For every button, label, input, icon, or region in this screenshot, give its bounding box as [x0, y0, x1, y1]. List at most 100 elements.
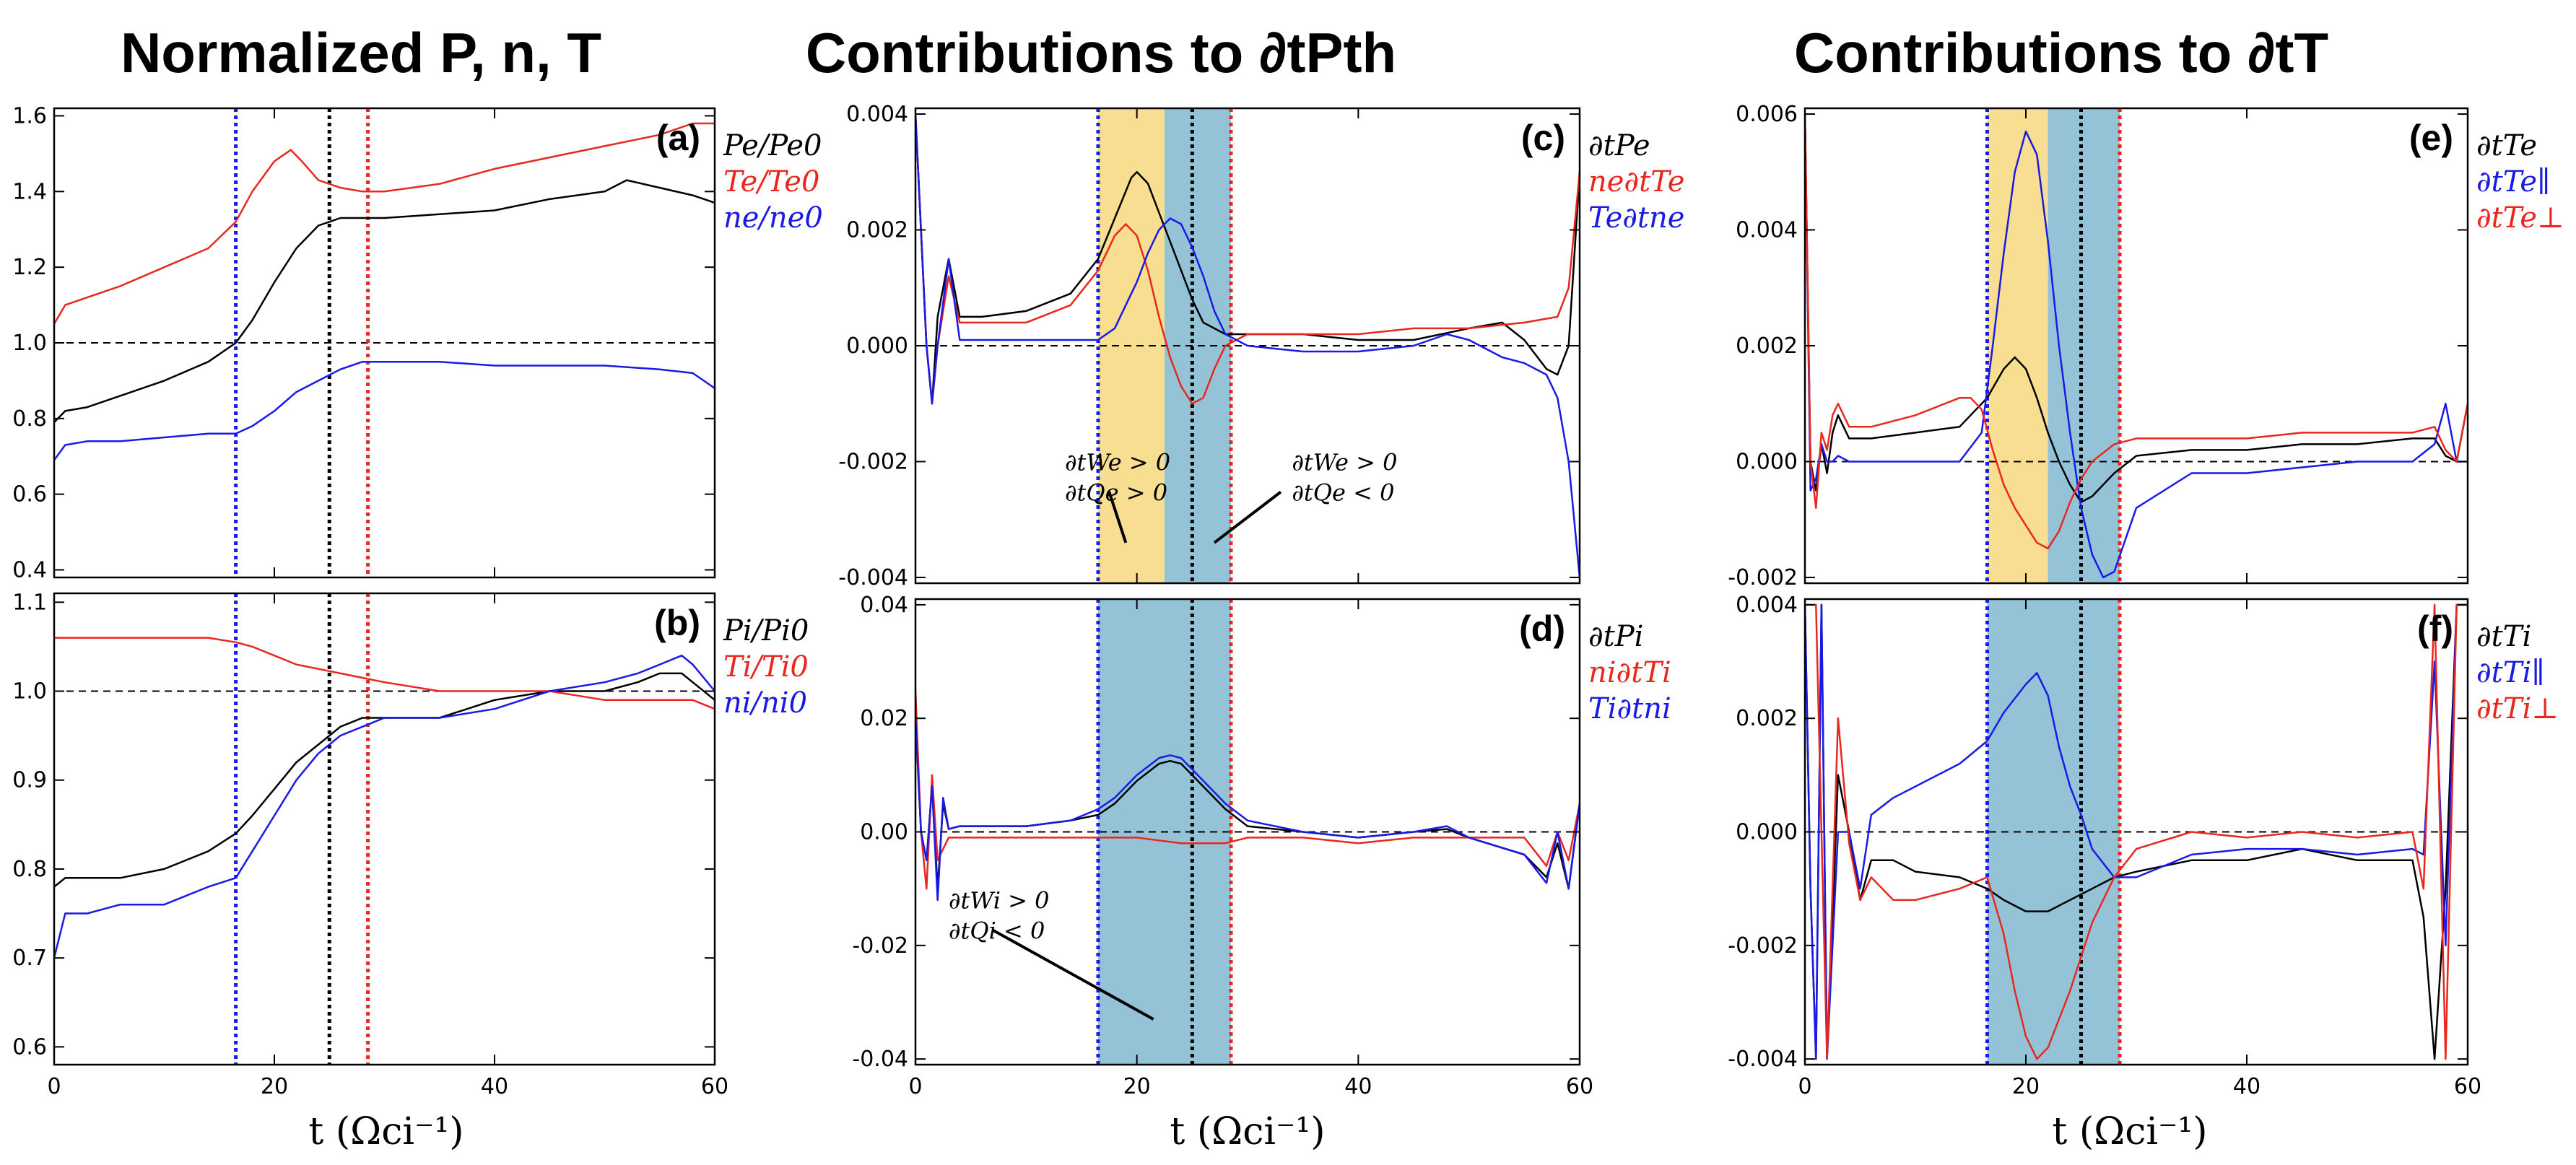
column-title-3: Contributions to ∂tT [1794, 21, 2328, 84]
series-line-black [54, 672, 715, 888]
annotation-text: ∂tQe < 0 [1292, 479, 1394, 507]
legend-entry-red: ∂tTe⊥ [2476, 201, 2564, 235]
column-title-2: Contributions to ∂tPth [806, 21, 1396, 84]
y-tick-label: 0.000 [846, 333, 908, 359]
legend-entry-blue: Te∂tne [1588, 201, 1684, 235]
legend-entry-black: ∂tPi [1588, 620, 1643, 653]
annotation-text: ∂tWi > 0 [949, 887, 1049, 915]
annotation-pointer [1213, 490, 1282, 544]
series-line-red [915, 689, 1580, 890]
y-tick-label: -0.04 [852, 1047, 908, 1072]
legend-entry-red: Te/Te0 [723, 165, 819, 198]
x-tick-label: 20 [261, 1074, 288, 1099]
y-tick-label: 0.002 [1736, 333, 1798, 359]
y-tick-label: 0.04 [860, 593, 908, 618]
panel-letter: (c) [1521, 118, 1565, 158]
y-tick-label: 0.000 [1736, 820, 1798, 845]
series-line-blue [915, 113, 1580, 578]
series-line-blue [54, 654, 715, 959]
panel-letter: (f) [2417, 608, 2453, 649]
x-tick-label: 20 [2012, 1074, 2040, 1099]
y-tick-label: 0.002 [846, 218, 908, 243]
y-tick-label: 0.006 [1736, 102, 1798, 127]
x-tick-label: 0 [908, 1074, 922, 1099]
legend-entry-red: ∂tTi⊥ [2476, 692, 2559, 725]
series-line-red [915, 113, 1580, 405]
legend-entry-blue: ∂tTe∥ [2476, 165, 2550, 198]
panel-letter: (a) [656, 118, 700, 158]
y-tick-label: 0.00 [860, 820, 908, 845]
legend-entry-black: ∂tTe [2476, 129, 2537, 162]
panel-letter: (b) [654, 603, 700, 643]
annotation-text: ∂tWe > 0 [1292, 449, 1397, 476]
y-tick-label: 0.8 [12, 857, 47, 882]
panel-d: -0.04 -0.02 0.00 0.02 0.04 0 20 40 60 (d) ∂tPini∂t… [852, 593, 1671, 1099]
column-title-1: Normalized P, n, T [121, 21, 601, 84]
y-tick-label: 0.004 [846, 102, 908, 127]
y-tick-label: 1.0 [12, 331, 47, 356]
y-tick-label: -0.02 [852, 933, 908, 959]
y-tick-label: -0.004 [838, 565, 908, 590]
panel-e: -0.002 0.000 0.002 0.004 0.006 (e) ∂tTe∂tTe∥∂t… [1728, 102, 2564, 590]
y-tick-label: 0.004 [1736, 593, 1798, 618]
series-line-red [54, 122, 715, 325]
series-line-blue [54, 360, 715, 461]
y-tick-label: 0.8 [12, 406, 47, 432]
annotation-pointer [992, 928, 1154, 1021]
panel-letter: (d) [1519, 608, 1565, 649]
legend-entry-blue: ne/ne0 [723, 201, 823, 235]
y-tick-label: 0.9 [12, 768, 47, 793]
legend-entry-red: ne∂tTe [1588, 165, 1684, 198]
y-tick-label: 0.7 [12, 946, 47, 971]
series-line-red [1805, 603, 2468, 1060]
y-tick-label: 1.1 [12, 590, 47, 615]
x-axis-label-col3: t (Ωci⁻¹) [2052, 1110, 2207, 1153]
legend-entry-red: ni∂tTi [1588, 656, 1671, 689]
y-tick-label: 0.02 [860, 706, 908, 731]
legend-entry-blue: Ti∂tni [1588, 692, 1671, 725]
y-tick-label: 0.4 [12, 558, 47, 583]
y-tick-label: -0.002 [1728, 933, 1798, 959]
y-tick-label: 0.000 [1736, 449, 1798, 474]
panel-b: 0.6 0.7 0.8 0.9 1.0 1.1 0 20 40 60 (b) Pi/Pi0Ti/Ti0… [12, 590, 809, 1099]
x-tick-label: 60 [1566, 1074, 1593, 1099]
annotation-text: ∂tWe > 0 [1065, 449, 1170, 476]
legend-entry-blue: ni/ni0 [723, 686, 807, 720]
y-tick-label: 1.2 [12, 255, 47, 280]
y-tick-label: -0.002 [838, 449, 908, 474]
legend-entry-blue: ∂tTi∥ [2476, 656, 2545, 689]
series-line-blue [1805, 603, 2468, 1060]
legend-entry-black: Pi/Pi0 [723, 614, 809, 647]
y-tick-label: 1.6 [12, 103, 47, 128]
x-tick-label: 40 [2233, 1074, 2260, 1099]
x-tick-label: 60 [701, 1074, 728, 1099]
panel-letter: (e) [2409, 118, 2453, 158]
x-tick-label: 0 [47, 1074, 61, 1099]
series-line-black [54, 179, 715, 423]
series-line-black [915, 113, 1580, 405]
y-tick-label: -0.004 [1728, 1047, 1798, 1072]
plot-frame [53, 592, 716, 1066]
x-axis-label-col2: t (Ωci⁻¹) [1170, 1110, 1325, 1153]
y-tick-label: 0.002 [1736, 706, 1798, 731]
x-tick-label: 40 [481, 1074, 508, 1099]
y-tick-label: 0.6 [12, 482, 47, 507]
annotation-text: ∂tQe > 0 [1065, 479, 1167, 507]
x-tick-label: 20 [1123, 1074, 1151, 1099]
y-tick-label: 0.004 [1736, 218, 1798, 243]
panel-f: -0.004 -0.002 0.000 0.002 0.004 0 20 40 60 (f) ∂tT… [1728, 593, 2559, 1099]
legend-entry-black: ∂tPe [1588, 129, 1650, 162]
series-line-black [1805, 113, 2468, 503]
series-line-red [54, 637, 715, 710]
series-line-blue [1805, 113, 2468, 579]
x-tick-label: 0 [1798, 1074, 1811, 1099]
x-axis-label-col1: t (Ωci⁻¹) [308, 1110, 464, 1153]
shaded-band-teal [2048, 108, 2120, 583]
x-tick-label: 60 [2454, 1074, 2481, 1099]
y-tick-label: 1.4 [12, 179, 47, 204]
legend-entry-black: Pe/Pe0 [723, 129, 822, 162]
series-line-red [1805, 113, 2468, 550]
series-line-blue [915, 718, 1580, 902]
legend-entry-red: Ti/Ti0 [723, 650, 809, 684]
